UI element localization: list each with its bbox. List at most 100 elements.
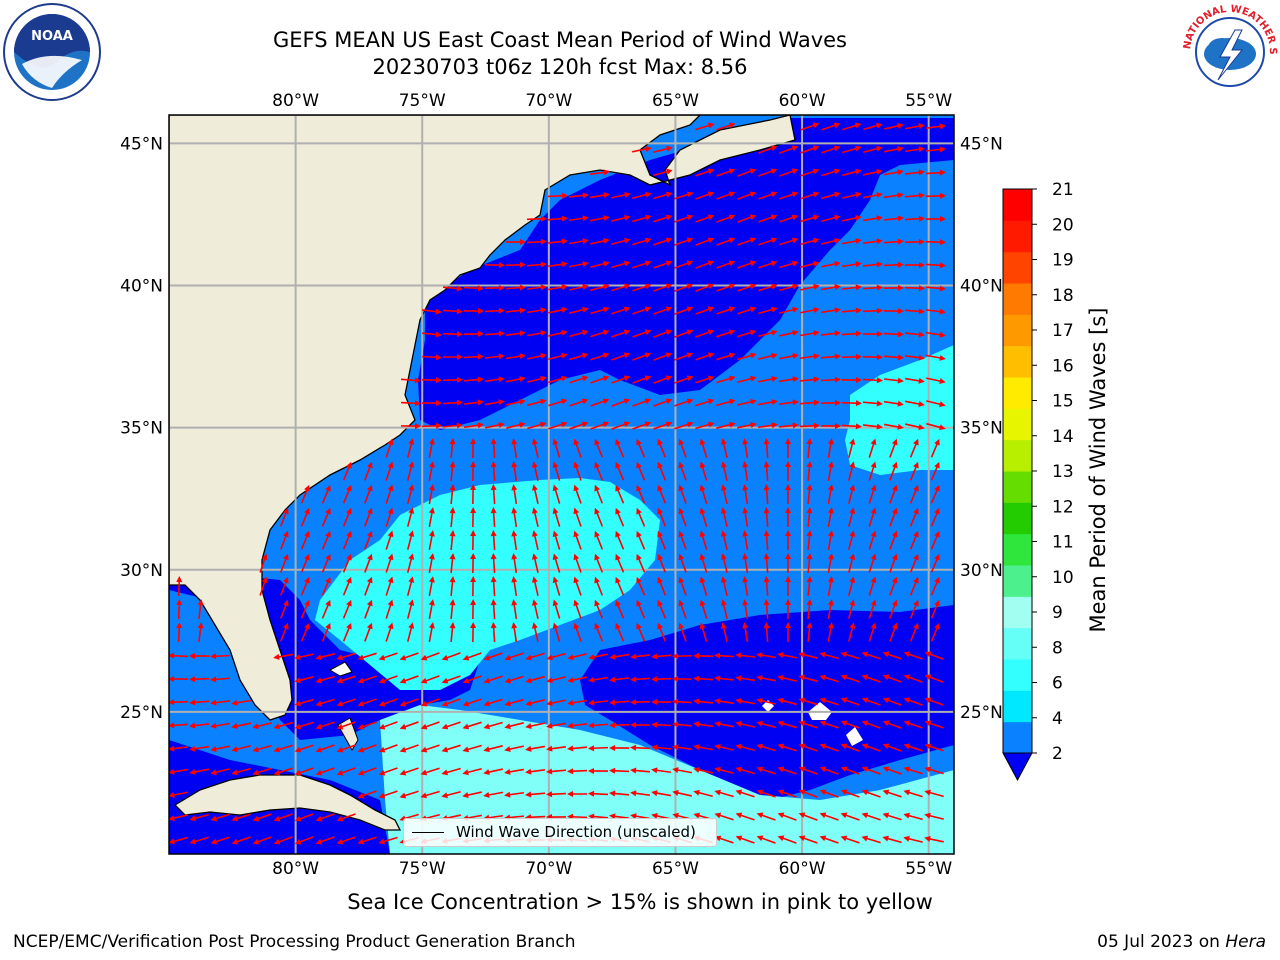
wind-arrow — [210, 745, 230, 752]
wind-arrow — [378, 836, 398, 845]
wind-arrow — [695, 283, 715, 292]
wind-arrow — [552, 599, 561, 619]
wind-arrow — [716, 329, 736, 338]
wind-arrow — [462, 675, 482, 684]
wind-arrow — [861, 789, 881, 798]
wind-arrow — [799, 376, 820, 383]
wind-arrow — [862, 354, 883, 361]
wind-arrow — [777, 697, 797, 706]
wind-arrow — [300, 553, 310, 573]
wind-arrow — [273, 836, 293, 845]
wind-arrow — [176, 576, 183, 597]
wind-arrow — [385, 576, 394, 596]
wind-arrow — [169, 791, 188, 798]
wind-arrow — [632, 306, 652, 315]
wind-arrow — [525, 699, 545, 707]
land-north-america — [169, 115, 796, 721]
wind-arrow — [800, 260, 820, 268]
wind-arrow — [925, 215, 946, 222]
wind-arrow — [442, 353, 463, 360]
wind-arrow — [505, 238, 526, 245]
wind-arrow — [820, 284, 841, 291]
wind-arrow — [611, 375, 631, 384]
wind-arrow — [490, 530, 497, 551]
wind-arrow — [909, 553, 919, 573]
wind-arrow — [483, 652, 503, 661]
wind-arrow — [636, 438, 646, 458]
wind-arrow — [653, 352, 673, 361]
wind-arrow — [406, 438, 415, 458]
wind-arrow — [470, 507, 477, 528]
lon-label-top: 55°W — [905, 91, 952, 111]
lat-label-left: 35°N — [120, 419, 163, 439]
wind-arrow — [483, 791, 503, 798]
wind-arrow — [799, 422, 820, 429]
wind-arrow — [470, 576, 477, 597]
wind-arrow — [737, 260, 757, 269]
wind-arrow — [420, 698, 440, 707]
wind-arrow — [428, 553, 435, 573]
wind-arrow — [442, 331, 463, 338]
wind-arrow — [231, 836, 251, 845]
lat-label-right: 45°N — [960, 134, 1003, 154]
lon-label-top: 60°W — [779, 91, 826, 111]
wind-arrow — [504, 745, 524, 752]
wind-arrow — [651, 790, 671, 797]
wind-arrow — [925, 308, 946, 315]
wind-arrow — [756, 766, 776, 775]
wind-arrow — [798, 766, 818, 775]
wind-arrow — [449, 484, 456, 505]
wind-arrow — [905, 423, 925, 431]
wind-arrow — [678, 461, 687, 481]
wind-arrow — [210, 653, 231, 660]
wind-arrow — [210, 768, 230, 776]
wind-arrow — [568, 238, 589, 245]
wind-arrow — [636, 599, 646, 619]
wind-arrow — [716, 260, 736, 269]
wind-arrow — [421, 422, 442, 429]
wind-arrow — [678, 576, 687, 596]
wind-arrow — [699, 622, 708, 642]
wind-arrow — [842, 168, 862, 177]
wind-arrow — [657, 484, 667, 504]
colorbar-tick-label: 17 — [1052, 321, 1074, 341]
wind-arrow — [364, 530, 373, 550]
wind-arrow — [590, 375, 610, 384]
wind-arrow — [758, 306, 778, 315]
wind-arrow — [737, 283, 757, 292]
wind-arrow — [674, 421, 694, 430]
wind-arrow — [868, 484, 877, 504]
wind-arrow — [925, 331, 946, 338]
wind-arrow — [653, 260, 673, 269]
wind-arrow — [547, 215, 568, 222]
map-area — [169, 115, 954, 854]
wind-arrow — [841, 353, 862, 360]
wind-arrow — [406, 507, 415, 527]
wind-arrow — [378, 790, 398, 799]
wind-arrow — [385, 530, 394, 550]
wind-arrow — [777, 766, 797, 775]
wind-arrow — [611, 352, 631, 361]
wind-arrow — [336, 675, 356, 684]
wind-arrow — [294, 698, 314, 707]
colorbar-band — [1003, 565, 1032, 597]
wind-arrow — [615, 530, 625, 550]
wind-arrow — [594, 553, 604, 573]
wind-arrow — [385, 507, 394, 527]
colorbar-tick-label: 20 — [1052, 215, 1074, 235]
wind-arrow — [449, 530, 456, 551]
wind-arrow — [420, 767, 440, 776]
wind-arrow — [905, 400, 925, 407]
wind-arrow — [716, 191, 736, 200]
wind-arrow — [742, 576, 749, 597]
colorbar-band — [1003, 471, 1032, 503]
wind-arrow — [737, 306, 757, 315]
wind-arrow — [609, 653, 630, 660]
wind-arrow — [573, 507, 582, 527]
wind-arrow — [930, 484, 940, 504]
colorbar-tick-label: 2 — [1052, 744, 1063, 764]
wind-arrow — [573, 599, 582, 619]
wind-arrow — [609, 767, 630, 774]
wind-arrow — [735, 812, 755, 821]
wind-arrow — [842, 238, 862, 245]
